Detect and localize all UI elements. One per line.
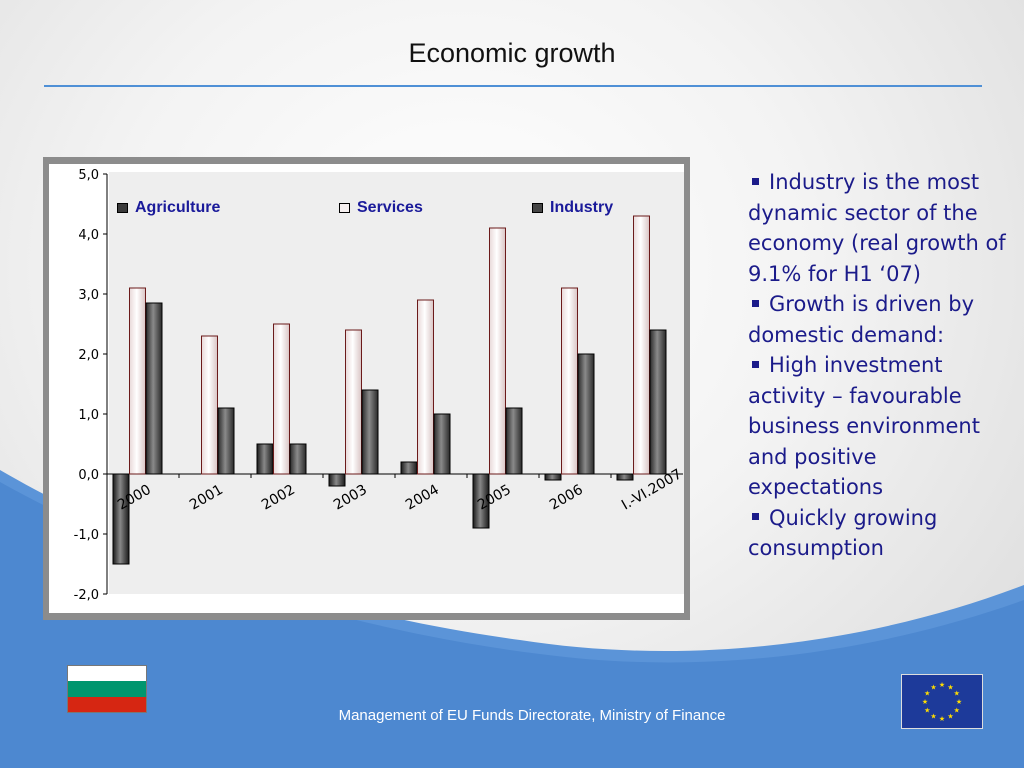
- bullet-text: Quickly growing consumption: [748, 505, 938, 561]
- bulgaria-flag-icon: [67, 665, 147, 713]
- slide-title: Economic growth: [408, 38, 616, 68]
- bullet-item: Growth is driven by domestic demand:: [748, 289, 1018, 350]
- bar-industry: [577, 353, 595, 475]
- bar-services: [417, 299, 434, 475]
- bar-services: [633, 215, 650, 475]
- y-tick-label: -1,0: [74, 528, 99, 543]
- legend-swatch-industry: [532, 203, 543, 213]
- bar-industry: [433, 413, 451, 475]
- bullet-item: High investment activity – favourable bu…: [748, 350, 1018, 503]
- bar-services: [561, 287, 578, 475]
- y-tick-label: 1,0: [78, 408, 99, 423]
- legend-item-industry: Industry: [532, 199, 613, 217]
- bullet-square-icon: [752, 513, 759, 520]
- bar-agriculture: [400, 461, 418, 475]
- eu-stars: ★ ★★★★★★★★★★★: [922, 681, 962, 723]
- bar-services: [201, 335, 218, 475]
- legend-label-industry: Industry: [550, 199, 614, 216]
- star-icon: ★: [956, 698, 962, 706]
- star-icon: ★: [924, 707, 930, 715]
- bullet-text: Industry is the most dynamic sector of t…: [748, 170, 1006, 286]
- bar-industry: [289, 443, 307, 475]
- bar-services: [489, 227, 506, 475]
- star-icon: ★: [954, 707, 960, 715]
- legend-item-agriculture: Agriculture: [117, 199, 220, 217]
- bar-services: [345, 329, 362, 475]
- bullet-square-icon: [752, 177, 759, 185]
- bullet-text: Growth is driven by domestic demand:: [748, 292, 975, 347]
- bar-industry: [505, 407, 523, 475]
- star-icon: ★: [924, 690, 930, 698]
- chart-frame: -2,0 -1,0 0,0 1,0 2,0 3,0 4,0 5,0 2000 2001 2002 20…: [43, 157, 690, 620]
- bar-agriculture: [544, 473, 562, 481]
- footer-text: Management of EU Funds Directorate, Mini…: [338, 707, 726, 724]
- bullet-square-icon: [752, 299, 759, 307]
- y-tick-label: 0,0: [78, 468, 99, 483]
- star-icon: ★: [947, 713, 953, 721]
- star-icon: ★: [954, 690, 960, 698]
- bullet-list: Industry is the most dynamic sector of t…: [748, 167, 1018, 564]
- bullet-item: Quickly growing consumption: [748, 503, 1018, 564]
- legend-label-services: Services: [357, 199, 423, 216]
- y-tick-label: 3,0: [78, 288, 99, 303]
- y-tick-label: 2,0: [78, 348, 99, 363]
- legend-swatch-services: [339, 203, 350, 213]
- bar-services: [129, 287, 146, 475]
- bar-agriculture: [472, 473, 490, 529]
- legend-label-agriculture: Agriculture: [135, 199, 221, 216]
- star-icon: ★: [930, 713, 936, 721]
- star-icon: ★: [930, 683, 936, 691]
- bullet-square-icon: [752, 360, 759, 368]
- y-tick-label: -2,0: [74, 588, 99, 603]
- plot-area: [109, 172, 684, 594]
- legend-item-services: Services: [339, 199, 423, 217]
- bar-services: [273, 323, 290, 475]
- star-icon: ★: [922, 698, 928, 706]
- bar-industry: [649, 329, 667, 475]
- y-tick-label: 5,0: [78, 168, 99, 183]
- bar-agriculture: [616, 473, 634, 481]
- bar-agriculture: [256, 443, 274, 475]
- bar-industry: [145, 302, 163, 475]
- star-icon: ★: [939, 681, 945, 689]
- y-tick-label: 4,0: [78, 228, 99, 243]
- bullet-text: High investment activity – favourable bu…: [748, 353, 980, 499]
- star-icon: ★: [939, 715, 945, 723]
- bullet-item: Industry is the most dynamic sector of t…: [748, 167, 1018, 289]
- eu-flag-icon: ★ ★ ★ ★ ★ ★ ★ ★ ★ ★ ★ ★: [901, 674, 983, 729]
- bar-agriculture: [328, 473, 346, 487]
- title-divider: [44, 85, 982, 87]
- legend-swatch-agriculture: [117, 203, 128, 213]
- bar-industry: [217, 407, 235, 475]
- bar-agriculture: [112, 473, 130, 565]
- star-icon: ★: [947, 683, 953, 691]
- bar-industry: [361, 389, 379, 475]
